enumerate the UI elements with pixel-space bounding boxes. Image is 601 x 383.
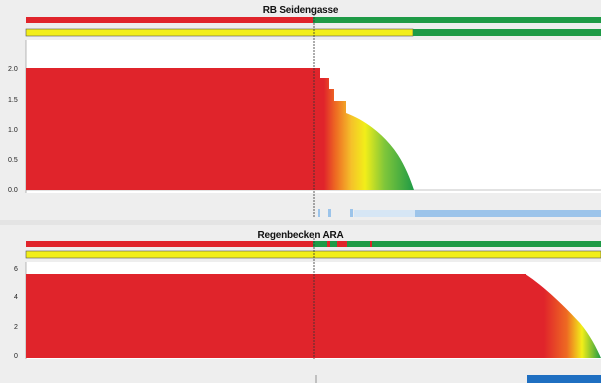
panel-title: RB Seidengasse bbox=[262, 5, 339, 16]
status-bar-red bbox=[26, 17, 313, 23]
area-falling bbox=[316, 68, 414, 190]
y-tick-label: 1.0 bbox=[8, 127, 18, 134]
y-tick-labels: 6 4 2 0 bbox=[14, 266, 18, 360]
area-red bbox=[26, 68, 316, 190]
blue-scroll-block[interactable] bbox=[527, 375, 601, 383]
status-bar-yellow bbox=[25, 250, 601, 259]
y-tick-label: 0 bbox=[14, 353, 18, 360]
y-tick-label: 6 bbox=[14, 266, 18, 273]
y-tick-label: 2 bbox=[14, 324, 18, 331]
level-chart-rb-seidengasse: 2.0 1.5 1.0 0.5 0.0 bbox=[8, 14, 601, 218]
y-tick-labels: 2.0 1.5 1.0 0.5 0.0 bbox=[8, 66, 18, 194]
status-bar-top bbox=[26, 241, 601, 247]
status-bar-bottom bbox=[25, 250, 601, 259]
panel-divider bbox=[0, 220, 601, 225]
status-bar-green-2 bbox=[413, 29, 601, 36]
level-chart-regenbecken-ara: 6 4 2 0 bbox=[14, 238, 601, 383]
status-bar-top bbox=[26, 17, 601, 23]
y-tick-label: 0.5 bbox=[8, 157, 18, 164]
panel-title: Regenbecken ARA bbox=[257, 230, 344, 241]
status-bar-yellow bbox=[25, 28, 414, 37]
timeline-strip[interactable] bbox=[318, 209, 601, 217]
panel-rb-seidengasse: RB Seidengasse bbox=[8, 5, 601, 218]
y-tick-label: 2.0 bbox=[8, 66, 18, 73]
status-bar-red bbox=[26, 241, 313, 247]
area-falling bbox=[525, 274, 601, 358]
area-red bbox=[26, 274, 526, 358]
y-tick-label: 0.0 bbox=[8, 187, 18, 194]
y-tick-label: 4 bbox=[14, 294, 18, 301]
status-bar-bottom bbox=[25, 28, 601, 37]
status-bar-green bbox=[313, 17, 601, 23]
panel-regenbecken-ara: Regenbecken ARA bbox=[0, 225, 601, 383]
status-bar-green bbox=[313, 241, 601, 247]
y-tick-label: 1.5 bbox=[8, 97, 18, 104]
